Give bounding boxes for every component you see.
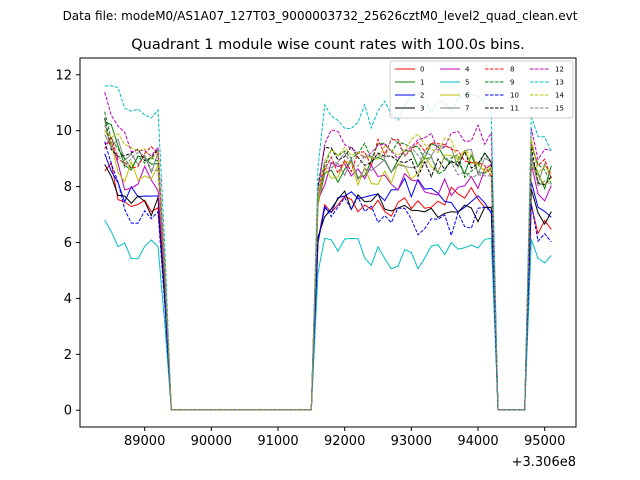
y-tick-label: 4 bbox=[64, 292, 72, 307]
x-offset-label: +3.306e8 bbox=[512, 455, 576, 470]
axes-layer: 89000 90000 91000 92000 93000 94000 95000 0 2 4 6 8… bbox=[55, 68, 565, 449]
legend-label-0: 0 bbox=[420, 66, 424, 74]
legend-label-7: 7 bbox=[465, 105, 469, 113]
legend-label-15: 15 bbox=[555, 105, 564, 113]
series-line-13 bbox=[104, 85, 552, 411]
legend-label-14: 14 bbox=[555, 92, 564, 100]
x-tick-label: 90000 bbox=[191, 434, 232, 449]
legend-label-11: 11 bbox=[510, 105, 519, 113]
legend-label-2: 2 bbox=[420, 92, 424, 100]
x-tick-label: 92000 bbox=[324, 434, 365, 449]
x-tick-label: 93000 bbox=[391, 434, 432, 449]
legend-label-12: 12 bbox=[555, 66, 564, 74]
legend-label-5: 5 bbox=[465, 79, 469, 87]
x-tick-label: 91000 bbox=[257, 434, 298, 449]
x-tick-label: 95000 bbox=[524, 434, 565, 449]
legend-label-8: 8 bbox=[510, 66, 514, 74]
chart-title: Quadrant 1 module wise count rates with … bbox=[131, 37, 525, 53]
series-layer bbox=[104, 85, 552, 411]
x-tick-label: 89000 bbox=[124, 434, 165, 449]
legend-label-9: 9 bbox=[510, 79, 514, 87]
y-tick-label: 2 bbox=[64, 348, 72, 363]
y-tick-label: 12 bbox=[55, 68, 72, 83]
y-tick-label: 8 bbox=[64, 180, 72, 195]
suptitle: Data file: modeM0/AS1A07_127T03_90000037… bbox=[63, 9, 578, 23]
legend-label-6: 6 bbox=[465, 92, 470, 100]
series-line-8 bbox=[104, 135, 552, 411]
legend-label-3: 3 bbox=[420, 105, 424, 113]
legend-label-1: 1 bbox=[420, 79, 424, 87]
legend-label-10: 10 bbox=[510, 92, 519, 100]
y-tick-label: 6 bbox=[64, 236, 72, 251]
y-tick-label: 10 bbox=[55, 124, 72, 139]
legend-label-4: 4 bbox=[465, 66, 470, 74]
legend-box bbox=[389, 60, 574, 119]
x-tick-label: 94000 bbox=[457, 434, 498, 449]
series-line-15 bbox=[104, 124, 552, 411]
legend-label-13: 13 bbox=[555, 79, 564, 87]
series-line-9 bbox=[104, 111, 552, 411]
y-tick-label: 0 bbox=[64, 404, 72, 419]
